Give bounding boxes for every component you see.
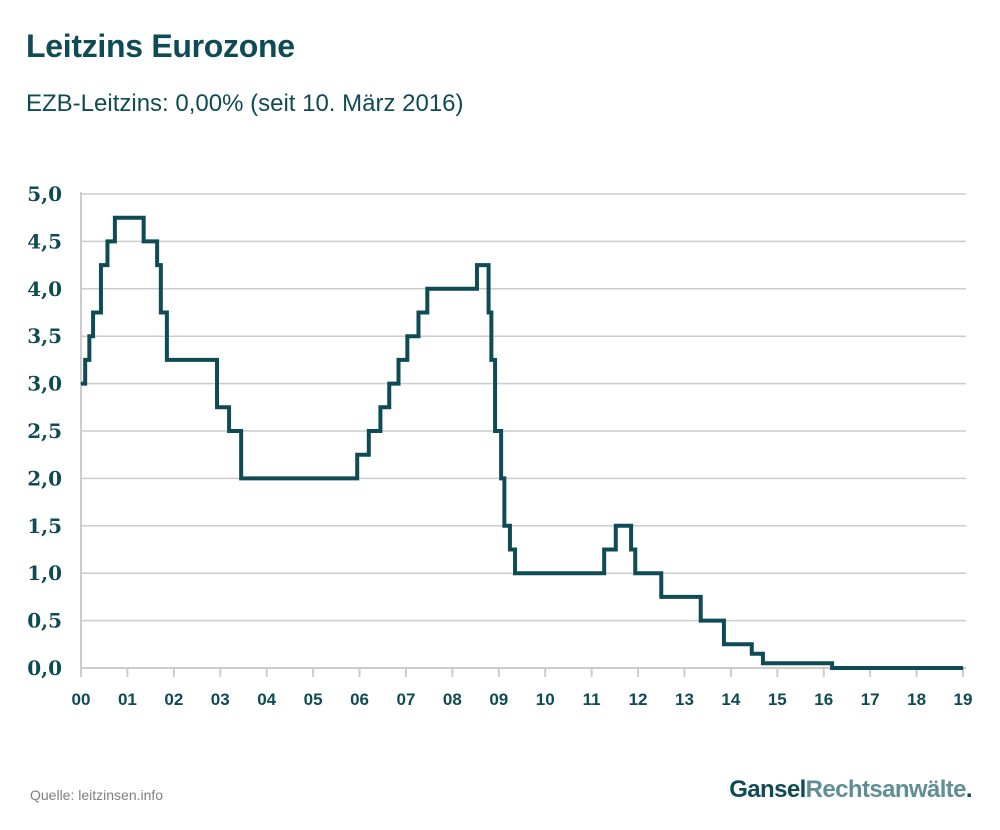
y-tick-labels: 0,0 0,5 1,0 1,5 2,0 2,5 3,0 3,5 4,0 4,5 5,0 (27, 182, 62, 680)
x-axis (80, 192, 966, 677)
rate-change-point (80, 383, 82, 385)
brand-logo: GanselRechtsanwälte. (729, 776, 972, 804)
rate-change-point (388, 383, 390, 385)
rate-change-point (494, 430, 496, 432)
rate-change-point (92, 312, 94, 313)
x-tick-label: 16 (814, 690, 833, 709)
chart-title: Leitzins Eurozone (26, 28, 295, 64)
rate-change-point (216, 406, 218, 408)
series-line (81, 215, 963, 670)
x-tick-label: 10 (536, 690, 555, 709)
rate-change-point (406, 335, 408, 337)
rate-change-point (114, 217, 116, 219)
x-tick-label: 05 (304, 690, 323, 709)
x-tick-label: 04 (257, 690, 276, 709)
source-note: Quelle: leitzinsen.info (30, 787, 164, 803)
y-tick-label: 2,5 (27, 419, 62, 443)
rate-change-point (156, 264, 158, 266)
rate-change-point (751, 653, 753, 655)
series-group (80, 215, 964, 670)
rate-change-point (962, 667, 964, 669)
x-tick-label: 18 (907, 690, 926, 709)
rate-change-point (630, 549, 632, 550)
y-tick-label: 3,0 (27, 372, 62, 396)
rate-change-point (615, 525, 617, 527)
rate-change-point (88, 335, 90, 337)
x-tick-label: 15 (768, 690, 787, 709)
rate-change-point (503, 525, 505, 527)
grid-lines (81, 193, 966, 622)
x-tick-label: 09 (489, 690, 508, 709)
rate-change-point (379, 406, 381, 408)
brand-dot: . (965, 776, 973, 803)
x-tick-label: 02 (164, 690, 183, 709)
x-tick-label: 06 (350, 690, 369, 709)
y-tick-label: 4,0 (27, 277, 62, 301)
rate-change-point (143, 240, 145, 242)
x-tick-label: 08 (443, 690, 462, 709)
rate-change-point (160, 312, 162, 313)
rate-change-point (100, 264, 102, 266)
rate-change-point (700, 620, 702, 622)
y-tick-label: 1,0 (27, 561, 62, 585)
x-tick-label: 13 (675, 690, 694, 709)
rate-change-point (240, 477, 242, 479)
y-tick-label: 0,5 (27, 609, 62, 633)
rate-change-point (634, 572, 636, 574)
x-tick-label: 12 (629, 690, 648, 709)
rate-change-point (84, 359, 86, 361)
y-tick-label: 3,5 (27, 324, 62, 348)
rate-change-point (723, 643, 725, 645)
x-tick-label: 19 (954, 690, 973, 709)
x-tick-label: 03 (211, 690, 230, 709)
chart-subtitle: EZB-Leitzins: 0,00% (seit 10. März 2016) (26, 90, 464, 117)
x-tick-label: 01 (118, 690, 137, 709)
y-tick-label: 0,0 (27, 656, 62, 680)
rate-change-point (368, 430, 370, 432)
rate-change-point (106, 240, 108, 242)
rate-change-point (228, 430, 230, 432)
rate-change-point (356, 454, 358, 456)
x-tick-label: 00 (72, 690, 91, 709)
y-tick-label: 1,5 (27, 514, 62, 538)
y-tick-label: 2,0 (27, 466, 62, 490)
y-tick-label: 5,0 (27, 182, 62, 206)
rate-change-point (660, 596, 662, 598)
x-tick-label: 11 (583, 690, 601, 709)
rate-change-point (490, 359, 492, 361)
rate-change-point (831, 667, 833, 669)
rate-change-point (488, 312, 490, 313)
rate-change-point (417, 312, 419, 313)
rate-change-point (762, 662, 764, 664)
x-tick-label: 07 (396, 690, 415, 709)
x-tick-label: 17 (861, 690, 880, 709)
rate-change-point (514, 572, 516, 574)
y-tick-label: 4,5 (27, 229, 62, 253)
brand-suffix: Rechtsanwälte (805, 776, 967, 803)
rate-change-point (476, 264, 478, 266)
rate-change-point (398, 359, 400, 361)
x-tick-label: 14 (721, 690, 740, 709)
brand-name: Gansel (729, 776, 806, 803)
rate-change-point (166, 359, 168, 361)
rate-change-point (509, 549, 511, 550)
rate-change-point (500, 477, 502, 479)
rate-change-point (426, 288, 428, 290)
x-tick-labels: 00 01 02 03 04 05 06 07 08 09 10 11 12 13 14 15 16 17 18 19 (72, 690, 973, 709)
rate-change-point (603, 549, 605, 550)
